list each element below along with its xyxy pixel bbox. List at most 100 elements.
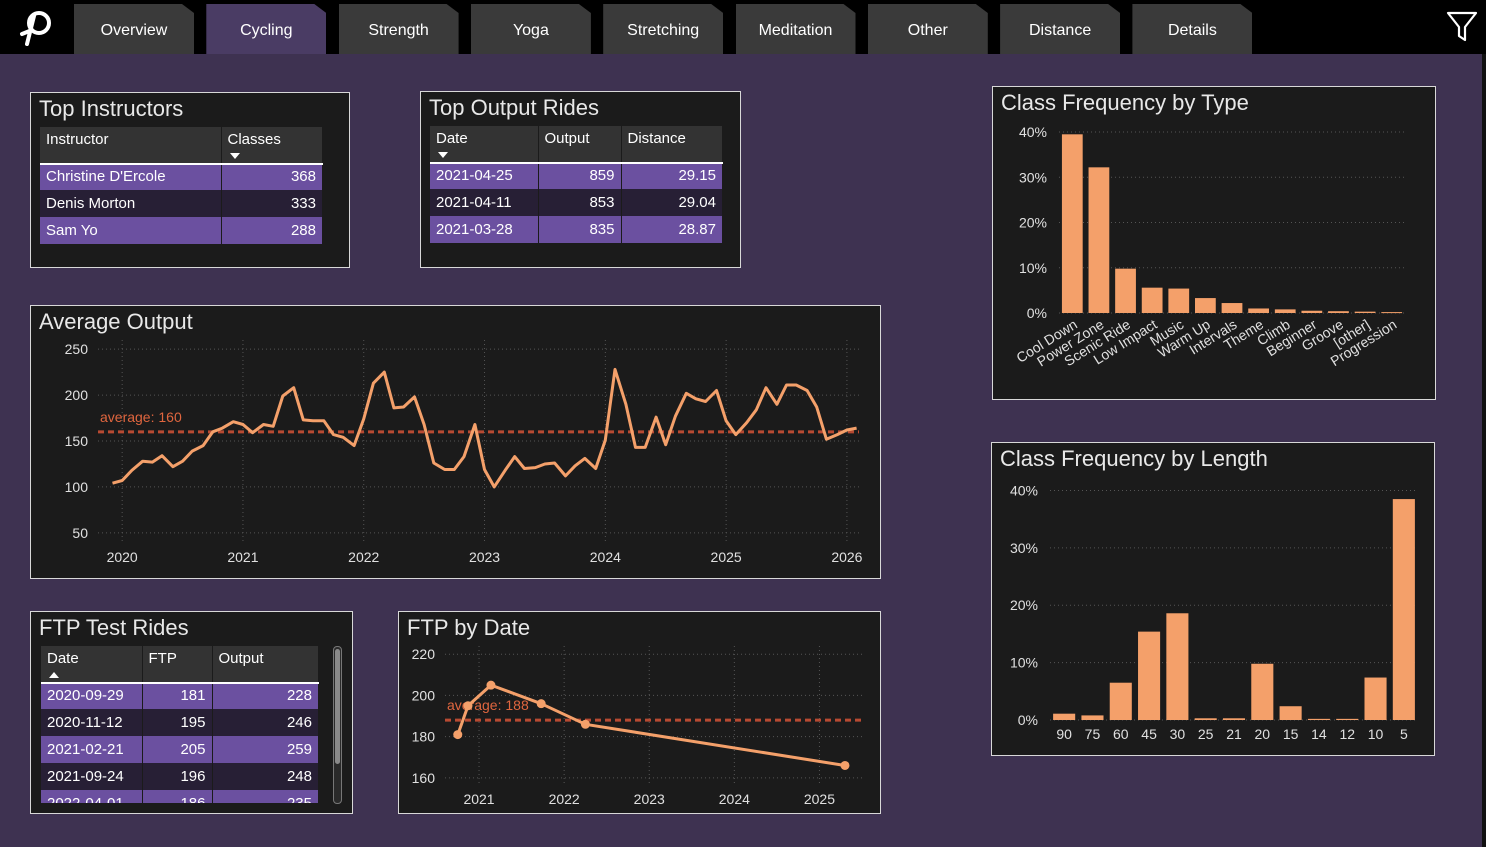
y-tick-label: 220 bbox=[412, 646, 436, 662]
series-line bbox=[456, 683, 846, 767]
table-row[interactable]: 2021-04-11 853 29.04 bbox=[430, 189, 723, 216]
x-tick-label: 10 bbox=[1368, 726, 1384, 742]
bar bbox=[1279, 706, 1302, 720]
x-tick-label: 15 bbox=[1283, 726, 1299, 742]
column-header-instructor[interactable]: Instructor bbox=[40, 127, 222, 163]
bar bbox=[1392, 499, 1415, 720]
top-output-rides-table: Date Output Distance 2021-04-25 859 29.1… bbox=[430, 126, 723, 243]
tab-yoga[interactable]: Yoga bbox=[470, 4, 591, 54]
average-label: average: 188 bbox=[447, 697, 529, 713]
table-row[interactable]: Denis Morton 333 bbox=[40, 190, 323, 217]
panel-title: Class Frequency by Length bbox=[1000, 446, 1268, 471]
table-cell: Christine D'Ercole bbox=[40, 163, 222, 190]
x-tick-label: 25 bbox=[1198, 726, 1214, 742]
tab-cycling[interactable]: Cycling bbox=[206, 4, 327, 54]
x-tick-label: 21 bbox=[1226, 726, 1242, 742]
table-scrollbar-thumb[interactable] bbox=[335, 649, 340, 764]
column-header-ftp[interactable]: FTP bbox=[142, 646, 213, 682]
table-cell: Denis Morton bbox=[40, 190, 222, 217]
table-row[interactable]: 2020-11-12 195 246 bbox=[41, 709, 319, 736]
tab-strength[interactable]: Strength bbox=[338, 4, 459, 54]
average-label: average: 160 bbox=[100, 409, 182, 425]
bar bbox=[1061, 134, 1083, 313]
bar bbox=[1222, 718, 1246, 720]
filter-icon[interactable] bbox=[1446, 10, 1478, 44]
table-cell: 333 bbox=[221, 190, 323, 217]
bar bbox=[1274, 309, 1296, 313]
panel-title: Class Frequency by Type bbox=[1001, 90, 1249, 115]
table-row[interactable]: 2020-09-29 181 228 bbox=[41, 682, 319, 709]
top-instructors-panel: Top Instructors Instructor Classes Chris… bbox=[30, 92, 350, 268]
column-header-classes[interactable]: Classes bbox=[221, 127, 323, 163]
average-output-panel: Average Output 50 100 150 200 250 2020 2021 202… bbox=[30, 305, 881, 579]
top-nav-bar: Overview Cycling Strength Yoga Stretching Med… bbox=[0, 0, 1486, 54]
table-cell: 248 bbox=[212, 763, 319, 790]
x-tick-label: 2025 bbox=[711, 549, 742, 565]
column-header-date[interactable]: Date bbox=[41, 646, 143, 682]
bar bbox=[1195, 298, 1216, 313]
x-tick-label: 12 bbox=[1339, 726, 1355, 742]
tab-distance[interactable]: Distance bbox=[1000, 4, 1121, 54]
bar bbox=[1381, 312, 1403, 314]
bar bbox=[1221, 303, 1243, 313]
y-tick-label: 0% bbox=[1027, 305, 1047, 321]
x-tick-label: 2024 bbox=[590, 549, 621, 565]
table-cell: 835 bbox=[538, 216, 622, 243]
header-divider bbox=[40, 163, 323, 165]
table-cell: 28.87 bbox=[621, 216, 723, 243]
table-row[interactable]: Christine D'Ercole 368 bbox=[40, 163, 323, 190]
table-cell: 2021-02-21 bbox=[41, 736, 143, 763]
table-row[interactable]: 2021-02-21 205 259 bbox=[41, 736, 319, 763]
bar bbox=[1251, 663, 1274, 720]
tab-overview[interactable]: Overview bbox=[74, 4, 194, 54]
class-frequency-by-length-panel: Class Frequency by Length 0% 10% 20% 30% 40%… bbox=[991, 442, 1435, 756]
x-tick-label: 2022 bbox=[549, 791, 580, 807]
table-row[interactable]: 2021-03-28 835 28.87 bbox=[430, 216, 723, 243]
page-scrollbar[interactable] bbox=[1482, 54, 1486, 847]
table-cell: 2020-11-12 bbox=[41, 709, 143, 736]
column-header-date[interactable]: Date bbox=[430, 126, 539, 162]
table-cell: 2021-03-28 bbox=[430, 216, 539, 243]
tab-stretching[interactable]: Stretching bbox=[603, 4, 724, 54]
x-tick-label: 30 bbox=[1170, 726, 1186, 742]
x-tick-label: 2023 bbox=[469, 549, 500, 565]
tab-other[interactable]: Other bbox=[867, 4, 988, 54]
tab-details[interactable]: Details bbox=[1132, 4, 1253, 54]
x-tick-label: 2020 bbox=[107, 549, 138, 565]
bar bbox=[1354, 311, 1376, 313]
tab-meditation[interactable]: Meditation bbox=[735, 4, 856, 54]
column-header-output[interactable]: Output bbox=[538, 126, 622, 162]
x-tick-label: 2022 bbox=[348, 549, 379, 565]
table-cell: Sam Yo bbox=[40, 217, 222, 244]
data-point bbox=[536, 699, 546, 709]
data-point bbox=[463, 701, 473, 711]
ftp-test-rides-table[interactable]: Date FTP Output 2020-09-29 181 228 2020-… bbox=[41, 646, 319, 813]
x-tick-label: 45 bbox=[1141, 726, 1157, 742]
ftp-by-date-chart: 160 180 200 220 2021 2022 2023 2024 2025 average:… bbox=[412, 646, 862, 807]
header-divider bbox=[41, 682, 319, 684]
x-tick-label: 60 bbox=[1113, 726, 1129, 742]
table-row[interactable]: 2021-04-25 859 29.15 bbox=[430, 162, 723, 189]
table-row[interactable]: Sam Yo 288 bbox=[40, 217, 323, 244]
top-output-rides-panel: Top Output Rides Date Output Distance 20… bbox=[420, 91, 741, 268]
column-header-distance[interactable]: Distance bbox=[621, 126, 723, 162]
column-header-output[interactable]: Output bbox=[212, 646, 319, 682]
table-cell: 2020-09-29 bbox=[41, 682, 143, 709]
table-cell: 246 bbox=[212, 709, 319, 736]
table-cell: 288 bbox=[221, 217, 323, 244]
y-tick-label: 20% bbox=[1019, 215, 1047, 231]
y-tick-label: 250 bbox=[65, 341, 89, 357]
ftp-test-rides-panel: FTP Test Rides Date FTP Output 2020-09-2… bbox=[30, 611, 353, 814]
data-point bbox=[580, 719, 590, 729]
panel-title: Average Output bbox=[39, 309, 193, 334]
x-tick-label: 2021 bbox=[227, 549, 258, 565]
bar bbox=[1248, 308, 1269, 313]
peloton-logo-icon[interactable] bbox=[18, 8, 56, 48]
table-row[interactable]: 2021-09-24 196 248 bbox=[41, 763, 319, 790]
x-tick-label: 2026 bbox=[831, 549, 862, 565]
table-scrollbar-track[interactable] bbox=[333, 646, 342, 804]
panel-title: Top Instructors bbox=[39, 96, 184, 121]
table-cell: 195 bbox=[142, 709, 213, 736]
series-line bbox=[112, 367, 857, 489]
